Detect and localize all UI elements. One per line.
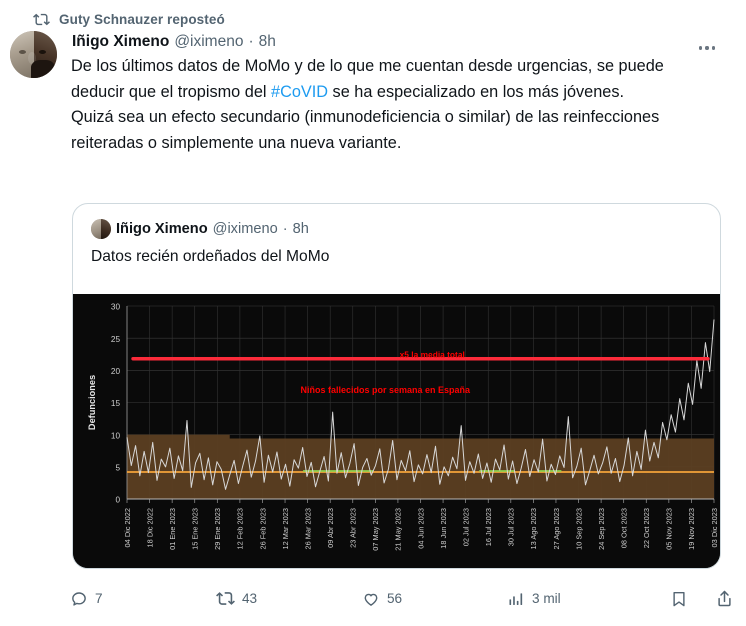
chart-bg [73,294,720,568]
retweet-count: 43 [242,590,258,606]
reply-count: 7 [95,591,103,607]
more-options-icon[interactable] [694,40,720,56]
action-bar: 7 43 56 3 mil [70,586,731,616]
svg-text:04 Jun 2023: 04 Jun 2023 [416,508,425,549]
svg-text:18 Dic 2022: 18 Dic 2022 [145,508,154,547]
quoted-author-handle: @iximeno [212,221,278,237]
timestamp[interactable]: 8h [258,33,276,50]
svg-text:22 Oct 2023: 22 Oct 2023 [642,508,651,548]
chart-image[interactable]: 0 5 10 15 20 25 30 04 Dic 2022 18 Dic 2022 01 Ene… [73,294,720,568]
svg-text:18 Jun 2023: 18 Jun 2023 [439,508,448,549]
avatar-nose [28,52,36,64]
svg-text:09 Abr 2023: 09 Abr 2023 [326,508,335,548]
svg-text:27 Ago 2023: 27 Ago 2023 [552,508,561,550]
svg-text:10: 10 [111,431,121,440]
author-line: Iñigo Ximeno @iximeno · 8h [72,33,276,51]
avatar-beard [31,60,55,78]
retweet-icon [216,592,235,605]
svg-text:12 Feb 2023: 12 Feb 2023 [236,508,245,550]
repost-label: Guty Schnauzer reposteó [59,11,225,27]
author-display-name[interactable]: Iñigo Ximeno [72,33,170,50]
author-handle[interactable]: @iximeno [174,33,244,50]
momo-deaths-chart: 0 5 10 15 20 25 30 04 Dic 2022 18 Dic 2022 01 Ene… [73,294,720,568]
svg-text:30: 30 [111,303,121,312]
quoted-separator-dot: · [282,221,288,237]
views-count: 3 mil [532,591,561,607]
svg-text:04 Dic 2022: 04 Dic 2022 [123,508,132,547]
quoted-avatar-statue-half [91,219,101,239]
svg-text:08 Oct 2023: 08 Oct 2023 [619,508,628,548]
avatar-eye-left [19,50,26,54]
tweet-text: De los últimos datos de MoMo y de lo que… [71,54,711,156]
svg-text:12 Mar 2023: 12 Mar 2023 [281,508,290,550]
svg-text:x5 la media total: x5 la media total [400,349,465,359]
tweet-text-part-1: De los últimos datos de MoMo y de lo que… [71,57,664,101]
share-button[interactable] [715,589,734,608]
bookmark-button[interactable] [670,590,688,608]
views-button[interactable]: 3 mil [507,590,561,608]
quoted-tweet-text: Datos recién ordeñados del MoMo [91,248,330,265]
reply-icon [72,592,86,606]
analytics-icon [509,593,523,605]
tweet-paragraph-1: De los últimos datos de MoMo y de lo que… [71,54,711,105]
svg-text:26 Mar 2023: 26 Mar 2023 [303,508,312,550]
tweet-text-part-2: se ha especializado en los más jóvenes. [328,82,624,101]
bookmark-icon [673,591,685,607]
avatar[interactable] [10,31,57,78]
avatar-statue-half [10,31,34,78]
svg-text:24 Sep 2023: 24 Sep 2023 [597,508,606,550]
svg-text:26 Feb 2023: 26 Feb 2023 [258,508,267,550]
quoted-avatar-face-half [101,219,111,239]
svg-text:01 Ene 2023: 01 Ene 2023 [168,508,177,550]
svg-text:23 Abr 2023: 23 Abr 2023 [349,508,358,548]
quoted-author-line: Iñigo Ximeno @iximeno · 8h [91,219,309,239]
like-count: 56 [387,591,403,607]
reply-button[interactable]: 7 [70,590,103,608]
avatar-eye-right [39,50,46,54]
quoted-tweet-card[interactable]: Iñigo Ximeno @iximeno · 8h Datos recién … [72,203,721,569]
svg-text:15: 15 [111,399,121,408]
svg-text:16 Jul 2023: 16 Jul 2023 [484,508,493,546]
svg-text:Niños fallecidos por semana en: Niños fallecidos por semana en España [300,385,471,395]
svg-text:5: 5 [115,463,120,472]
more-dot-3 [711,46,716,50]
svg-text:02 Jul 2023: 02 Jul 2023 [461,508,470,546]
quoted-avatar [91,219,111,239]
more-dot-1 [698,46,703,50]
svg-text:30 Jul 2023: 30 Jul 2023 [507,508,516,546]
retweet-icon [33,11,50,28]
quoted-timestamp: 8h [292,221,309,237]
svg-text:15 Ene 2023: 15 Ene 2023 [191,508,200,550]
svg-text:25: 25 [111,335,121,344]
svg-text:05 Nov 2023: 05 Nov 2023 [665,508,674,550]
svg-text:21 May 2023: 21 May 2023 [394,508,403,551]
share-icon [718,590,731,607]
hashtag-covid-link[interactable]: #CoVID [271,82,329,101]
like-button[interactable]: 56 [362,590,402,608]
svg-text:03 Dic 2023: 03 Dic 2023 [710,508,719,547]
svg-text:13 Ago 2023: 13 Ago 2023 [529,508,538,550]
svg-text:20: 20 [111,367,121,376]
svg-text:0: 0 [115,496,120,505]
quoted-author-display-name: Iñigo Ximeno [116,221,208,237]
svg-text:07 May 2023: 07 May 2023 [371,508,380,551]
repost-header[interactable]: Guty Schnauzer reposteó [0,8,225,30]
separator-dot: · [248,33,254,50]
svg-text:19 Nov 2023: 19 Nov 2023 [687,508,696,550]
svg-text:29 Ene 2023: 29 Ene 2023 [213,508,222,550]
retweet-button[interactable]: 43 [216,589,257,608]
svg-text:10 Sep 2023: 10 Sep 2023 [574,508,583,550]
tweet-paragraph-2: Quizá sea un efecto secundario (inmunode… [71,108,660,152]
more-dot-2 [705,46,709,50]
heart-icon [364,593,378,606]
svg-text:Defunciones: Defunciones [87,375,97,430]
